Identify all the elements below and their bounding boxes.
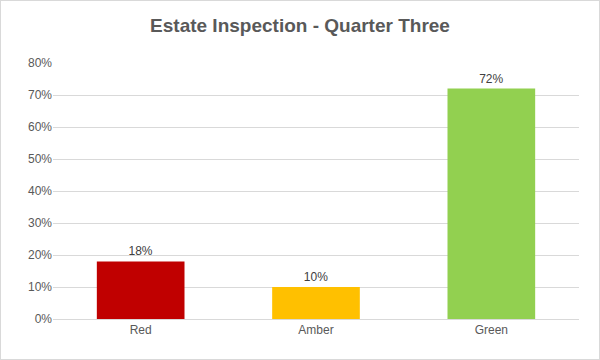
svg-text:Green: Green	[475, 323, 508, 337]
svg-text:10%: 10%	[304, 270, 328, 284]
svg-text:Amber: Amber	[298, 323, 333, 337]
svg-text:50%: 50%	[28, 152, 52, 166]
svg-text:80%: 80%	[28, 56, 52, 70]
svg-text:40%: 40%	[28, 184, 52, 198]
svg-text:72%: 72%	[479, 72, 503, 86]
svg-text:0%: 0%	[35, 312, 53, 326]
svg-text:30%: 30%	[28, 216, 52, 230]
svg-text:18%: 18%	[128, 244, 152, 258]
svg-text:10%: 10%	[28, 280, 52, 294]
svg-text:Estate Inspection - Quarter Th: Estate Inspection - Quarter Three	[150, 15, 450, 36]
svg-text:Red: Red	[130, 323, 152, 337]
svg-text:70%: 70%	[28, 88, 52, 102]
svg-text:60%: 60%	[28, 120, 52, 134]
svg-text:20%: 20%	[28, 248, 52, 262]
